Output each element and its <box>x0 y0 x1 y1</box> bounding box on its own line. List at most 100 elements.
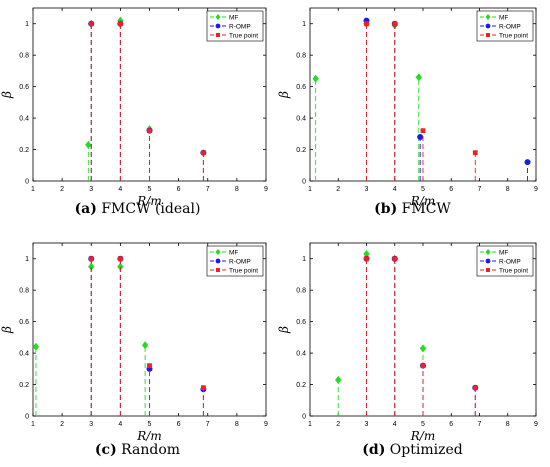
data-point-mf <box>117 262 124 271</box>
legend-marker-r-omp <box>215 23 221 29</box>
data-point-mf <box>32 342 40 351</box>
caption-tag: (a) <box>74 201 97 217</box>
data-point-r-omp <box>524 159 531 166</box>
data-point-true-point <box>200 150 206 156</box>
x-tick-label: 6 <box>177 186 181 193</box>
y-tick-label: 0.6 <box>19 319 29 326</box>
y-tick-label: 1 <box>302 21 306 28</box>
x-tick-label: 5 <box>421 186 425 193</box>
caption-c: (c) Random <box>0 442 275 458</box>
x-tick-label: 7 <box>206 421 210 428</box>
data-point-true-point <box>147 363 152 369</box>
caption-text: Optimized <box>389 442 463 458</box>
legend: MF R-OMP True point <box>476 10 534 42</box>
legend-label-mf: MF <box>229 249 238 256</box>
data-point-true-point <box>88 21 94 27</box>
x-tick-label: 3 <box>89 421 93 428</box>
series-true-point <box>88 256 206 416</box>
y-tick-label: 0.2 <box>19 147 29 154</box>
x-tick-label: 9 <box>264 186 268 193</box>
legend-marker-true-point <box>486 268 490 272</box>
legend-label-r-omp: R-OMP <box>499 258 521 265</box>
x-tick-label: 4 <box>118 421 122 428</box>
y-axis-label: β <box>277 91 291 99</box>
y-tick-label: 0.4 <box>19 351 29 358</box>
x-tick-label: 7 <box>206 186 210 193</box>
legend: MF R-OMP True point <box>206 10 264 42</box>
data-point-true-point <box>200 385 206 391</box>
x-axis-label: R/m <box>136 194 161 208</box>
x-tick-label: 6 <box>449 186 453 193</box>
caption-tag: (d) <box>362 442 386 458</box>
x-tick-label: 8 <box>506 421 510 428</box>
caption-b: (b) FMCW <box>275 201 550 217</box>
data-point-true-point <box>392 256 398 262</box>
data-point-true-point <box>472 150 478 156</box>
data-point-true-point <box>472 385 478 391</box>
caption-text: FMCW (ideal) <box>101 201 201 217</box>
x-tick-label: 6 <box>177 421 181 428</box>
x-tick-label: 4 <box>393 186 397 193</box>
x-tick-label: 6 <box>449 421 453 428</box>
data-point-mf <box>419 344 427 353</box>
data-point-true-point <box>117 256 123 262</box>
data-point-mf <box>415 73 422 82</box>
legend-label-true-point: True point <box>229 267 258 274</box>
x-tick-label: 3 <box>365 421 369 428</box>
data-point-mf <box>141 341 149 350</box>
data-point-true-point <box>392 21 398 27</box>
y-tick-label: 0.2 <box>296 147 306 154</box>
y-axis-label: β <box>0 326 14 334</box>
caption-text: Random <box>121 442 181 458</box>
legend-marker-true-point <box>486 33 490 37</box>
y-tick-label: 0 <box>302 179 306 186</box>
legend-marker-mf <box>215 249 221 255</box>
series-mf <box>335 250 427 416</box>
data-point-true-point <box>88 256 94 262</box>
x-tick-label: 1 <box>31 186 35 193</box>
y-tick-label: 0.6 <box>296 319 306 326</box>
x-tick-label: 4 <box>393 421 397 428</box>
legend-label-r-omp: R-OMP <box>229 23 251 30</box>
y-tick-label: 0.6 <box>296 84 306 91</box>
legend-marker-mf <box>485 14 491 20</box>
legend-label-r-omp: R-OMP <box>499 23 521 30</box>
x-tick-label: 1 <box>308 186 312 193</box>
legend-label-true-point: True point <box>229 32 258 39</box>
x-tick-label: 9 <box>264 421 268 428</box>
legend-label-true-point: True point <box>499 32 528 39</box>
data-point-mf <box>85 140 92 149</box>
legend: MF R-OMP True point <box>476 245 534 277</box>
x-tick-label: 2 <box>60 186 64 193</box>
y-tick-label: 0.8 <box>296 53 306 60</box>
x-axis-label: R/m <box>136 429 161 443</box>
legend-label-true-point: True point <box>499 267 528 274</box>
x-axis-label: R/m <box>410 429 435 443</box>
x-tick-label: 9 <box>534 421 538 428</box>
y-tick-label: 1 <box>25 21 29 28</box>
y-tick-label: 0.2 <box>19 382 29 389</box>
legend-marker-true-point <box>216 268 220 272</box>
y-tick-label: 0.8 <box>19 53 29 60</box>
x-tick-label: 1 <box>308 421 312 428</box>
legend: MF R-OMP True point <box>206 245 264 277</box>
y-axis-label: β <box>0 91 14 99</box>
legend-marker-mf <box>485 249 491 255</box>
x-tick-label: 2 <box>60 421 64 428</box>
x-axis-label: R/m <box>410 194 435 208</box>
y-tick-label: 0 <box>302 414 306 421</box>
x-tick-label: 2 <box>336 421 340 428</box>
caption-d: (d) Optimized <box>275 442 550 458</box>
legend-marker-r-omp <box>485 23 491 29</box>
y-tick-label: 0.4 <box>19 116 29 123</box>
caption-a: (a) FMCW (ideal) <box>0 201 275 217</box>
y-tick-label: 1 <box>25 256 29 263</box>
legend-box <box>206 245 264 277</box>
y-tick-label: 0.4 <box>296 351 306 358</box>
legend-marker-r-omp <box>215 258 221 264</box>
y-tick-label: 0.8 <box>296 288 306 295</box>
y-axis-label: β <box>277 326 291 334</box>
x-tick-label: 4 <box>118 186 122 193</box>
